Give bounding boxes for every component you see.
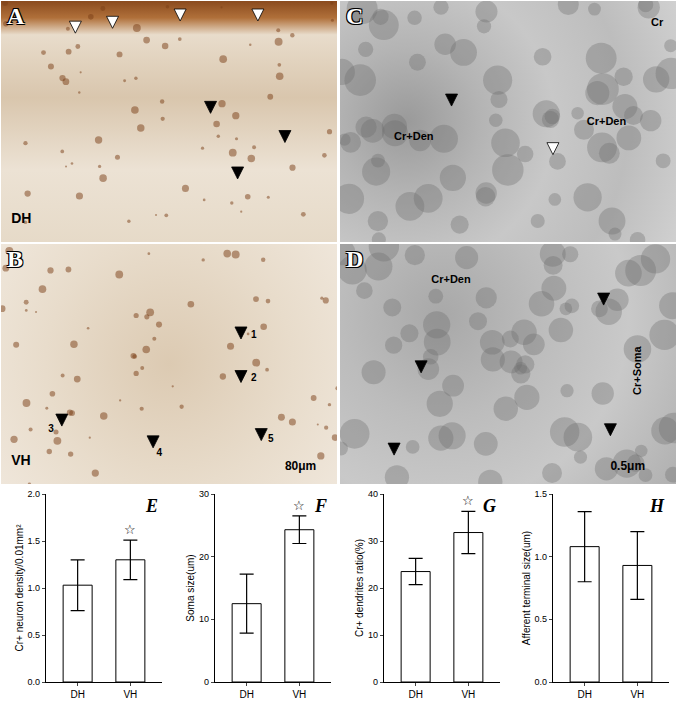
html-text:VH: VH — [11, 452, 31, 469]
svg-text:20: 20 — [199, 552, 209, 562]
html-text:D: D — [346, 246, 364, 272]
html-text:B: B — [7, 246, 23, 272]
html-text:80μm: 80μm — [284, 459, 317, 474]
html-text:5: 5 — [268, 432, 274, 444]
html-text:4: 4 — [156, 447, 162, 459]
svg-text:DH: DH — [408, 689, 422, 700]
svg-text:30: 30 — [199, 489, 209, 499]
html-text:2: 2 — [251, 372, 257, 384]
svg-text:20: 20 — [368, 583, 378, 593]
svg-text:DH: DH — [577, 689, 591, 700]
svg-text:VH: VH — [461, 689, 475, 700]
svg-text:10: 10 — [199, 614, 209, 624]
html-text:Cr+Den: Cr+Den — [394, 129, 434, 142]
svg-text:VH: VH — [292, 689, 306, 700]
svg-text:0.0: 0.0 — [534, 677, 547, 687]
svg-text:Cr+ dendrites ratio(%): Cr+ dendrites ratio(%) — [354, 539, 365, 637]
html-text:A: A — [7, 3, 25, 29]
svg-text:10: 10 — [368, 630, 378, 640]
svg-text:40: 40 — [368, 489, 378, 499]
svg-text:2.0: 2.0 — [27, 489, 40, 499]
html-text:Cr+Den: Cr+Den — [431, 273, 471, 285]
svg-text:DH: DH — [70, 689, 84, 700]
svg-text:DH: DH — [239, 689, 253, 700]
html-text:0.5μm: 0.5μm — [610, 459, 646, 474]
svg-text:Afferent terminal size(um): Afferent terminal size(um) — [521, 531, 532, 645]
svg-text:F: F — [314, 496, 327, 516]
svg-text:VH: VH — [123, 689, 137, 700]
html-text:3: 3 — [48, 423, 54, 435]
svg-text:0.0: 0.0 — [27, 677, 40, 687]
svg-text:1.0: 1.0 — [27, 583, 40, 593]
html-text:1: 1 — [251, 328, 257, 340]
svg-text:☆: ☆ — [124, 522, 136, 537]
html-text:Cr: Cr — [651, 15, 664, 28]
html-text:Cr+Den: Cr+Den — [586, 115, 627, 128]
svg-text:☆: ☆ — [293, 498, 305, 513]
html-text:DH: DH — [11, 210, 32, 226]
svg-text:H: H — [649, 496, 665, 516]
svg-text:0: 0 — [204, 677, 209, 687]
svg-text:☆: ☆ — [462, 493, 474, 508]
svg-text:1.0: 1.0 — [534, 552, 547, 562]
svg-text:E: E — [145, 496, 158, 516]
svg-text:1.5: 1.5 — [27, 536, 40, 546]
svg-text:Cr+ neuron density/0.01mm²: Cr+ neuron density/0.01mm² — [14, 524, 25, 652]
svg-text:Soma size(um): Soma size(um) — [185, 554, 196, 621]
html-text:C: C — [346, 3, 364, 29]
svg-text:1.5: 1.5 — [534, 489, 547, 499]
svg-text:VH: VH — [630, 689, 644, 700]
svg-text:30: 30 — [368, 536, 378, 546]
svg-text:0.5: 0.5 — [534, 614, 547, 624]
svg-text:0: 0 — [373, 677, 378, 687]
html-text:Cr+Soma: Cr+Soma — [630, 346, 643, 395]
svg-text:G: G — [483, 496, 496, 516]
svg-text:0.5: 0.5 — [27, 630, 40, 640]
